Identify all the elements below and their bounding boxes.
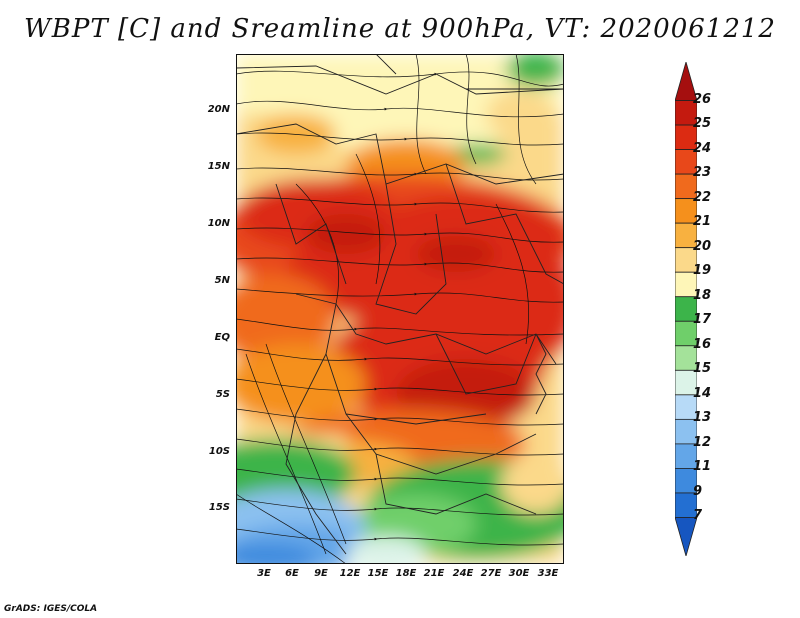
- colorbar-label: 20: [693, 238, 712, 254]
- lon-label: 33E: [537, 568, 559, 579]
- colorbar-label: 13: [693, 410, 712, 426]
- colorbar-label: 12: [693, 434, 712, 450]
- lon-label: 9E: [314, 568, 328, 579]
- lat-label: 15N: [207, 161, 230, 172]
- colorbar-label: 19: [693, 263, 712, 279]
- wbpt-shading: [236, 54, 564, 564]
- colorbar: [675, 62, 697, 556]
- colorbar-label: 9: [693, 483, 703, 499]
- lat-label: 20N: [207, 104, 230, 115]
- lat-label: 10N: [207, 218, 230, 229]
- map-panel: [236, 54, 564, 564]
- colorbar-label: 25: [693, 116, 712, 132]
- lon-label: 24E: [452, 568, 474, 579]
- colorbar-label: 23: [693, 165, 712, 181]
- colorbar-label: 15: [693, 361, 712, 377]
- colorbar-label: 24: [693, 140, 712, 156]
- colorbar-label: 7: [693, 508, 703, 524]
- colorbar-label: 11: [693, 459, 712, 475]
- country-borders: [236, 54, 564, 555]
- lon-label: 12E: [339, 568, 361, 579]
- lat-label: 5N: [214, 275, 230, 286]
- lat-label: EQ: [214, 332, 230, 343]
- lon-label: 21E: [423, 568, 445, 579]
- colorbar-label: 26: [693, 91, 712, 107]
- lon-label: 27E: [480, 568, 502, 579]
- colorbar-label: 21: [693, 214, 712, 230]
- lon-label: 3E: [257, 568, 271, 579]
- grads-credit: GrADS: IGES/COLA: [4, 604, 98, 614]
- lon-label: 30E: [508, 568, 530, 579]
- colorbar-label: 16: [693, 336, 712, 352]
- lat-label: 10S: [208, 446, 230, 457]
- lon-label: 15E: [367, 568, 389, 579]
- lon-label: 18E: [395, 568, 417, 579]
- map-title: WBPT [C] and Sreamline at 900hPa, VT: 20…: [24, 14, 776, 44]
- lat-label: 15S: [208, 502, 230, 513]
- colorbar-label: 14: [693, 385, 712, 401]
- colorbar-label: 17: [693, 312, 712, 328]
- colorbar-label: 22: [693, 189, 712, 205]
- map-frame: [236, 54, 564, 564]
- colorbar-cell: [675, 517, 697, 556]
- colorbar-label: 18: [693, 287, 712, 303]
- lat-label: 5S: [215, 389, 230, 400]
- lon-label: 6E: [285, 568, 299, 579]
